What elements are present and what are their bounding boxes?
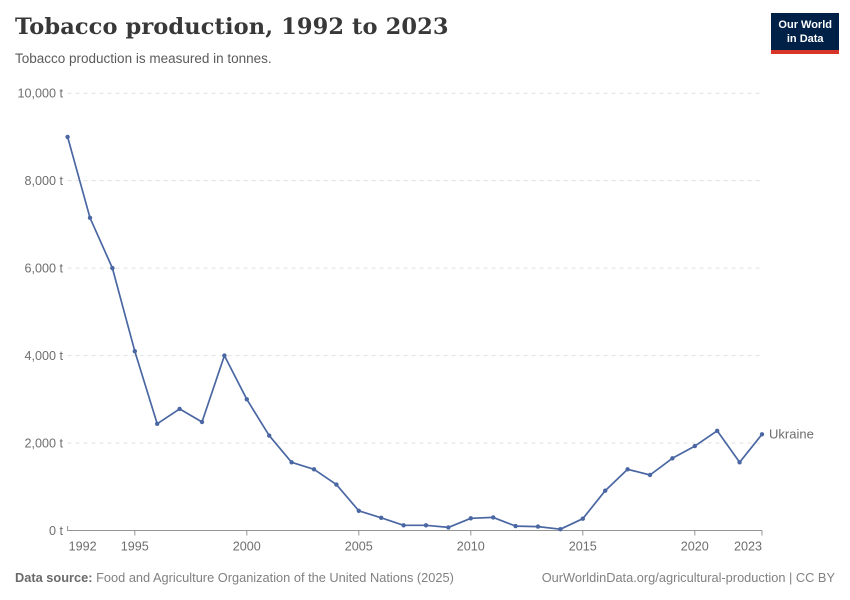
x-tick-label: 2020	[681, 540, 709, 554]
y-tick-label: 4,000 t	[24, 349, 63, 363]
data-point[interactable]	[625, 467, 630, 472]
data-point[interactable]	[379, 515, 384, 520]
x-tick-label: 2005	[345, 540, 373, 554]
x-tick-label: 2015	[569, 540, 597, 554]
data-point[interactable]	[65, 134, 70, 140]
x-axis-line	[67, 526, 762, 531]
data-point[interactable]	[87, 215, 93, 220]
data-point[interactable]	[423, 523, 429, 528]
data-source-label: Data source:	[15, 570, 93, 585]
y-tick-label: 8,000 t	[24, 174, 63, 188]
owid-logo[interactable]: Our World in Data	[771, 13, 839, 54]
data-point[interactable]	[647, 472, 653, 478]
data-point[interactable]	[491, 515, 496, 520]
y-tick-label: 10,000 t	[17, 87, 63, 101]
owid-url-link[interactable]: OurWorldinData.org/agricultural-producti…	[541, 570, 835, 585]
data-point[interactable]	[692, 443, 697, 449]
data-point[interactable]	[334, 482, 339, 487]
chart-footer: Data source: Food and Agriculture Organi…	[15, 570, 835, 585]
data-point[interactable]	[222, 353, 227, 358]
data-point[interactable]	[513, 523, 518, 529]
plot-area[interactable]	[68, 87, 762, 530]
data-point[interactable]	[737, 460, 742, 465]
series-label-ukraine[interactable]: Ukraine	[769, 427, 814, 442]
data-source-text: Food and Agriculture Organization of the…	[96, 570, 454, 585]
y-tick-label: 2,000 t	[24, 436, 63, 450]
data-point[interactable]	[468, 516, 473, 521]
data-point[interactable]	[580, 516, 585, 521]
data-source-note: Data source: Food and Agriculture Organi…	[15, 570, 454, 585]
y-tick-label: 0 t	[49, 524, 64, 538]
data-point[interactable]	[132, 349, 137, 354]
data-point[interactable]	[401, 523, 406, 528]
data-point[interactable]	[110, 265, 115, 271]
x-tick-label: 2000	[233, 540, 261, 554]
page-subtitle: Tobacco production is measured in tonnes…	[15, 51, 272, 66]
x-tick-label: 2010	[457, 540, 485, 554]
data-point[interactable]	[311, 467, 317, 472]
owid-logo-line1: Our World	[778, 19, 832, 31]
data-point[interactable]	[715, 428, 720, 433]
data-point[interactable]	[244, 397, 249, 402]
data-point[interactable]	[155, 421, 160, 426]
x-tick-label: 2023	[734, 540, 762, 554]
trend-line-ukraine[interactable]	[66, 136, 763, 531]
x-tick-label: 1995	[121, 540, 149, 554]
data-point[interactable]	[535, 524, 541, 529]
data-point[interactable]	[603, 488, 608, 493]
page-title: Tobacco production, 1992 to 2023	[15, 14, 449, 40]
x-tick-label: 1992	[69, 540, 97, 554]
data-point[interactable]	[177, 406, 182, 412]
data-point[interactable]	[670, 456, 675, 461]
data-point[interactable]	[289, 460, 294, 465]
data-point[interactable]	[199, 419, 205, 425]
data-point[interactable]	[267, 433, 272, 438]
y-tick-label: 6,000 t	[24, 261, 63, 275]
data-point[interactable]	[558, 527, 563, 532]
data-point[interactable]	[356, 508, 361, 513]
data-point[interactable]	[759, 432, 765, 437]
data-point[interactable]	[446, 525, 451, 530]
owid-logo-line2: in Data	[786, 33, 824, 46]
